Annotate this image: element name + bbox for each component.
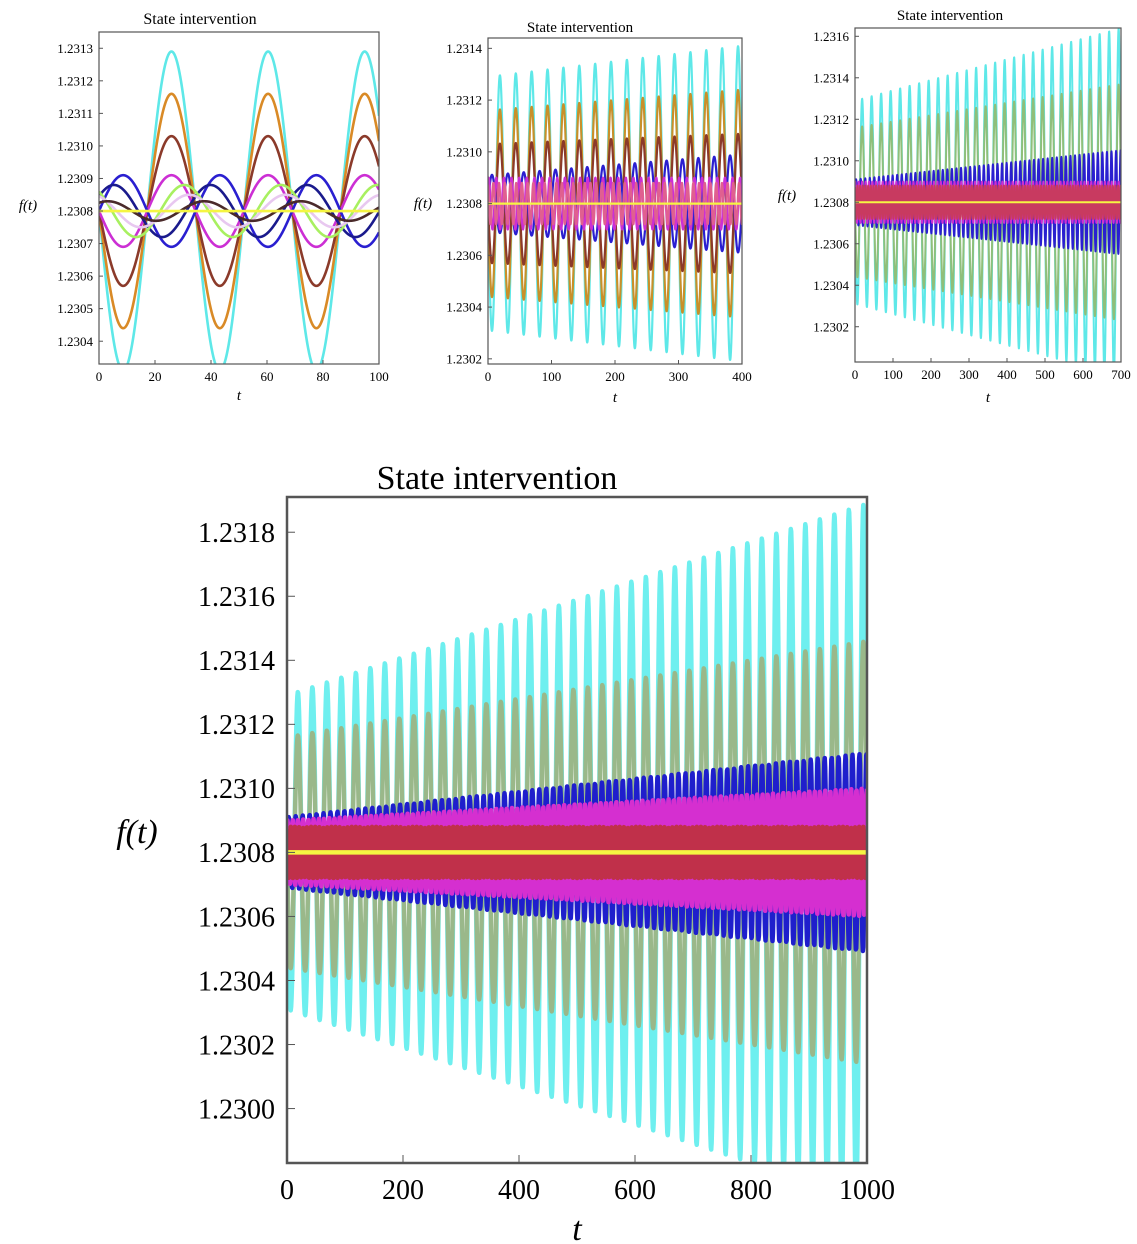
- y-tick-label: 1.2312: [198, 710, 275, 741]
- x-tick-label: 200: [605, 369, 625, 384]
- x-tick-label: 20: [149, 369, 162, 384]
- y-tick-label: 1.2302: [813, 319, 849, 334]
- series-line-5: [488, 176, 742, 231]
- y-tick-label: 1.2306: [813, 236, 849, 251]
- x-tick-label: 400: [732, 369, 752, 384]
- y-axis-label: f(t): [778, 188, 796, 204]
- x-tick-label: 200: [382, 1175, 424, 1206]
- y-tick-label: 1.2316: [198, 582, 275, 613]
- x-tick-label: 0: [485, 369, 492, 384]
- x-tick-label: 400: [997, 367, 1017, 382]
- x-axis-label: t: [986, 390, 991, 406]
- y-tick-label: 1.2304: [446, 300, 482, 315]
- chart-panel-3: State intervention 1.2302 1.2304 1.2306 1.2…: [778, 8, 1131, 406]
- series-line-5: [99, 173, 379, 249]
- x-tick-label: 100: [369, 369, 389, 384]
- series-group: [287, 502, 867, 1163]
- x-tick-label: 700: [1111, 367, 1131, 382]
- x-tick-label: 200: [921, 367, 941, 382]
- y-tick-label: 1.2310: [57, 138, 93, 153]
- y-axis-label: f(t): [116, 814, 158, 851]
- y-tick-label: 1.2310: [198, 774, 275, 805]
- y-tick-label: 1.2308: [446, 196, 482, 211]
- x-tick-label: 100: [883, 367, 903, 382]
- chart-title: State intervention: [377, 460, 618, 497]
- x-tick-label: 80: [317, 369, 330, 384]
- x-axis-label: t: [572, 1211, 583, 1244]
- series-group: [488, 45, 742, 361]
- y-tick-label: 1.2312: [57, 73, 93, 88]
- x-tick-label: 600: [614, 1175, 656, 1206]
- series-line-4: [99, 173, 379, 249]
- chart-panel-1: State intervention 1.2304 1.2305 1.2306 1.2…: [19, 11, 389, 404]
- chart-panel-2: State intervention 1.2302 1.2304 1.2306 1.2…: [414, 20, 752, 406]
- y-tick-label: 1.2307: [57, 236, 93, 251]
- chart-title: State intervention: [143, 11, 256, 28]
- series-line-8: [99, 193, 379, 229]
- series-line-9: [99, 199, 379, 223]
- plot-frame: [285, 495, 869, 1165]
- y-tick-label: 1.2304: [813, 278, 849, 293]
- plot-frame: [854, 27, 1122, 363]
- x-tick-label: 300: [959, 367, 979, 382]
- y-tick-label: 1.2308: [813, 195, 849, 210]
- chart-title: State intervention: [527, 20, 634, 36]
- x-tick-label: 600: [1073, 367, 1093, 382]
- y-tick-label: 1.2310: [813, 153, 849, 168]
- y-axis-label: f(t): [414, 196, 432, 212]
- x-tick-label: 0: [280, 1175, 294, 1206]
- chart-title: State intervention: [897, 8, 1004, 24]
- y-tick-label: 1.2305: [57, 301, 93, 316]
- x-tick-label: 0: [96, 369, 103, 384]
- y-tick-label: 1.2304: [198, 966, 275, 997]
- y-axis-label: f(t): [19, 198, 37, 214]
- y-tick-label: 1.2308: [198, 838, 275, 869]
- x-tick-label: 1000: [839, 1175, 895, 1206]
- y-tick-label: 1.2300: [198, 1094, 275, 1125]
- series-line-6: [488, 181, 742, 226]
- y-tick-label: 1.2312: [813, 112, 849, 127]
- series-line-7: [99, 183, 379, 239]
- x-tick-label: 0: [852, 367, 859, 382]
- x-tick-label: 300: [669, 369, 689, 384]
- y-tick-label: 1.2311: [58, 106, 93, 121]
- plot-frame: [98, 31, 380, 365]
- x-axis-label: t: [613, 390, 618, 406]
- y-tick-label: 1.2309: [57, 171, 93, 186]
- y-tick-label: 1.2314: [198, 646, 275, 677]
- y-tick-label: 1.2314: [446, 41, 482, 56]
- x-tick-label: 500: [1035, 367, 1055, 382]
- y-tick-label: 1.2312: [446, 93, 482, 108]
- y-tick-label: 1.2314: [813, 70, 849, 85]
- y-tick-label: 1.2316: [813, 29, 849, 44]
- x-tick-label: 800: [730, 1175, 772, 1206]
- series-line-3: [855, 149, 1121, 255]
- y-tick-label: 1.2304: [57, 334, 93, 349]
- x-tick-label: 40: [205, 369, 218, 384]
- x-tick-label: 100: [542, 369, 562, 384]
- series-line-5: [287, 824, 867, 881]
- chart-panel-4: State intervention 1.2300 1.2302 1.2304 1.2…: [116, 460, 895, 1244]
- y-tick-label: 1.2306: [57, 269, 93, 284]
- y-tick-label: 1.2308: [57, 204, 93, 219]
- series-group: [855, 28, 1121, 362]
- y-tick-label: 1.2310: [446, 144, 482, 159]
- y-tick-label: 1.2318: [198, 518, 275, 549]
- y-tick-label: 1.2313: [57, 41, 93, 56]
- series-line-5: [855, 184, 1121, 220]
- y-tick-label: 1.2306: [198, 902, 275, 933]
- series-group: [99, 50, 379, 364]
- x-tick-label: 400: [498, 1175, 540, 1206]
- series-line-4: [287, 786, 867, 919]
- x-axis-label: t: [237, 388, 242, 404]
- y-tick-label: 1.2302: [446, 351, 482, 366]
- y-tick-label: 1.2302: [198, 1030, 275, 1061]
- y-tick-label: 1.2306: [446, 248, 482, 263]
- x-tick-label: 60: [261, 369, 274, 384]
